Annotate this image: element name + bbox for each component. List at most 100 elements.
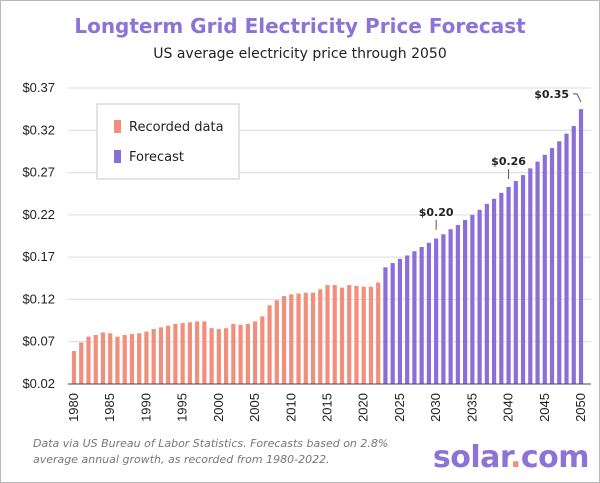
bar-forecast bbox=[557, 141, 562, 384]
bar-recorded bbox=[93, 334, 98, 384]
bar-forecast bbox=[506, 186, 511, 384]
x-tick-label: 2000 bbox=[211, 393, 226, 422]
annotations: $0.20 $0.26 $0.35 bbox=[419, 88, 582, 230]
footnote-line-2: average annual growth, as recorded from … bbox=[33, 453, 330, 466]
bar-recorded bbox=[115, 336, 120, 384]
annotation-label: $0.35 bbox=[534, 88, 569, 101]
y-tick-label: $0.02 bbox=[22, 376, 55, 391]
bar-recorded bbox=[289, 294, 294, 384]
bar-forecast bbox=[412, 251, 417, 384]
x-tick-label: 2015 bbox=[320, 393, 335, 422]
bar-forecast bbox=[434, 238, 439, 384]
bar-recorded bbox=[79, 342, 84, 384]
bar-recorded bbox=[129, 334, 135, 384]
bar-recorded bbox=[339, 287, 345, 384]
bar-recorded bbox=[187, 322, 192, 384]
bar-forecast bbox=[491, 198, 497, 384]
bar-recorded bbox=[158, 327, 164, 384]
bar-recorded bbox=[260, 316, 265, 384]
bar-recorded bbox=[86, 336, 91, 384]
bar-recorded bbox=[238, 324, 243, 384]
bar-forecast bbox=[383, 267, 388, 384]
bar-recorded bbox=[252, 321, 258, 384]
footnote-line-1: Data via US Bureau of Labor Statistics. … bbox=[33, 437, 388, 450]
annotation-leader bbox=[573, 93, 582, 103]
brand-suffix: com bbox=[521, 440, 589, 475]
bar-forecast bbox=[397, 258, 403, 384]
legend-label-recorded: Recorded data bbox=[129, 120, 224, 135]
bar-recorded bbox=[100, 332, 106, 384]
bar-recorded bbox=[310, 292, 316, 384]
bar-recorded bbox=[166, 325, 171, 384]
bar-forecast bbox=[549, 148, 555, 384]
bar-recorded bbox=[274, 300, 279, 384]
x-tick-label: 2050 bbox=[573, 393, 588, 422]
bar-recorded bbox=[216, 329, 221, 384]
bar-recorded bbox=[361, 286, 366, 384]
chart-title: Longterm Grid Electricity Price Forecast bbox=[74, 14, 526, 38]
bar-recorded bbox=[245, 323, 250, 384]
x-tick-label: 2045 bbox=[537, 393, 552, 422]
bar-recorded bbox=[296, 293, 301, 384]
bar-forecast bbox=[542, 154, 547, 384]
bar-recorded bbox=[267, 305, 272, 384]
x-tick-label: 2010 bbox=[283, 393, 298, 422]
bar-forecast bbox=[499, 192, 504, 384]
bar-recorded bbox=[173, 323, 178, 384]
bar-recorded bbox=[354, 285, 359, 384]
bar-recorded bbox=[71, 351, 77, 384]
bar-recorded bbox=[224, 328, 229, 384]
bar-recorded bbox=[108, 333, 113, 384]
legend-label-forecast: Forecast bbox=[129, 150, 184, 165]
bar-recorded bbox=[209, 328, 214, 384]
x-axis-ticks: 1980 1985 1990 1995 2000 2005 2010 2015 2020 2025… bbox=[66, 393, 588, 422]
bar-forecast bbox=[520, 175, 526, 384]
brand-name: solar bbox=[433, 440, 515, 475]
y-tick-label: $0.37 bbox=[22, 80, 55, 95]
x-tick-label: 2025 bbox=[392, 393, 407, 422]
x-tick-label: 2030 bbox=[428, 393, 443, 422]
bar-forecast bbox=[426, 242, 431, 384]
bar-forecast bbox=[405, 255, 410, 384]
bar-recorded bbox=[347, 285, 352, 384]
bar-forecast bbox=[390, 263, 395, 384]
bar-recorded bbox=[202, 321, 207, 384]
bar-recorded bbox=[180, 323, 185, 384]
y-axis-ticks: $0.02 $0.07 $0.12 $0.17 $0.22 $0.27 $0.32 $0.37 bbox=[22, 80, 55, 391]
bar-forecast bbox=[477, 209, 482, 384]
bar-recorded bbox=[122, 334, 127, 384]
brand-dot: . bbox=[510, 440, 521, 475]
bar-forecast bbox=[535, 161, 540, 384]
bar-recorded bbox=[325, 285, 330, 384]
bar-forecast bbox=[578, 109, 584, 385]
y-tick-label: $0.27 bbox=[22, 165, 55, 180]
y-tick-label: $0.32 bbox=[22, 122, 55, 137]
x-tick-label: 2005 bbox=[247, 393, 262, 422]
bar-forecast bbox=[564, 133, 569, 384]
brand-logo: solar.com bbox=[433, 440, 589, 475]
y-tick-label: $0.07 bbox=[22, 334, 55, 349]
bar-forecast bbox=[571, 126, 576, 385]
annotation-label: $0.26 bbox=[491, 155, 526, 168]
bar-forecast bbox=[463, 219, 468, 384]
x-tick-label: 2035 bbox=[464, 393, 479, 422]
bar-recorded bbox=[144, 331, 149, 384]
bar-forecast bbox=[484, 203, 489, 384]
bar-recorded bbox=[137, 333, 142, 384]
bar-forecast bbox=[441, 234, 446, 384]
bar-forecast bbox=[513, 181, 518, 384]
legend-swatch-recorded bbox=[114, 120, 121, 133]
bar-recorded bbox=[376, 282, 381, 384]
bar-recorded bbox=[231, 323, 236, 384]
bar-recorded bbox=[281, 296, 287, 384]
annotation-label: $0.20 bbox=[419, 206, 454, 219]
bar-forecast bbox=[448, 229, 453, 384]
x-tick-label: 1985 bbox=[102, 393, 117, 422]
bar-forecast bbox=[419, 246, 424, 384]
bar-forecast bbox=[455, 225, 460, 384]
bar-recorded bbox=[332, 285, 337, 384]
y-tick-label: $0.17 bbox=[22, 249, 55, 264]
bar-recorded bbox=[195, 321, 200, 384]
